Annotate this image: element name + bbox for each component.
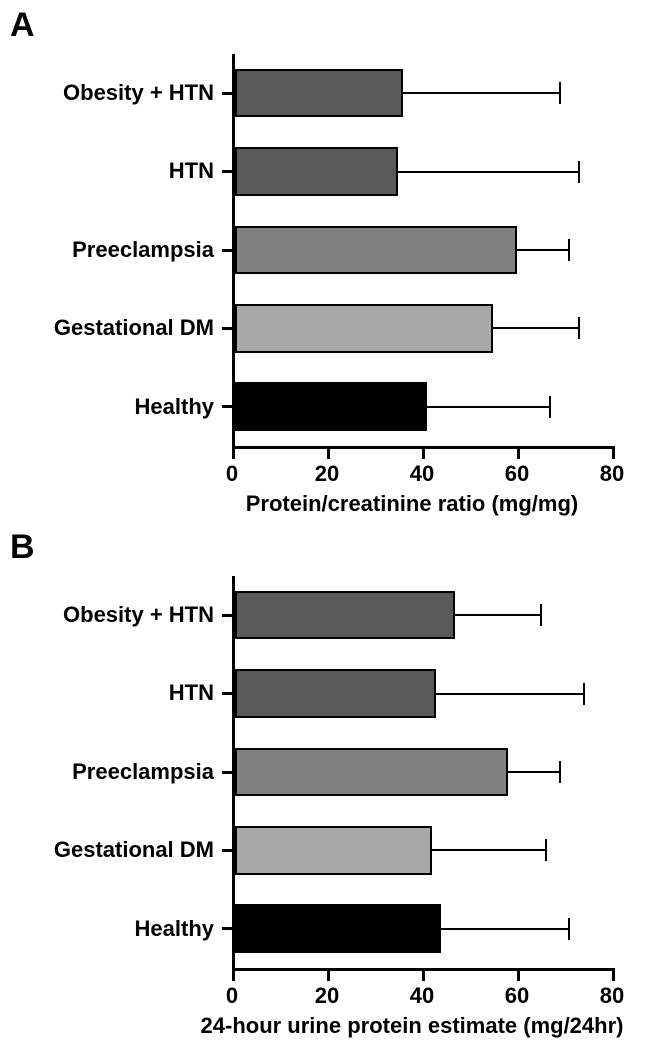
bar xyxy=(235,304,493,353)
x-tick-label: 60 xyxy=(487,983,547,1009)
x-axis-label: Protein/creatinine ratio (mg/mg) xyxy=(122,491,652,517)
bar xyxy=(235,147,398,196)
category-label: HTN xyxy=(0,158,214,184)
x-tick xyxy=(517,971,520,981)
x-tick xyxy=(422,971,425,981)
x-tick-label: 60 xyxy=(487,461,547,487)
x-tick xyxy=(232,971,235,981)
error-bar xyxy=(398,171,579,173)
panel-label-b: B xyxy=(10,528,35,567)
category-label: Preeclampsia xyxy=(0,237,214,263)
category-label: Gestational DM xyxy=(0,837,214,863)
x-tick-label: 80 xyxy=(582,461,642,487)
y-tick xyxy=(222,692,232,695)
y-tick xyxy=(222,614,232,617)
x-tick-label: 20 xyxy=(297,461,357,487)
error-cap xyxy=(549,396,551,418)
bar xyxy=(235,382,427,431)
error-bar xyxy=(403,92,560,94)
error-cap xyxy=(578,161,580,183)
error-bar xyxy=(441,928,569,930)
y-tick xyxy=(222,771,232,774)
error-bar xyxy=(455,614,541,616)
error-bar xyxy=(427,406,551,408)
error-cap xyxy=(568,239,570,261)
bar xyxy=(235,591,455,640)
category-label: Obesity + HTN xyxy=(0,602,214,628)
x-tick xyxy=(517,449,520,459)
error-bar xyxy=(508,771,560,773)
x-axis-label: 24-hour urine protein estimate (mg/24hr) xyxy=(122,1013,652,1039)
error-cap xyxy=(568,918,570,940)
error-cap xyxy=(540,604,542,626)
category-label: Healthy xyxy=(0,394,214,420)
bar xyxy=(235,826,432,875)
x-tick xyxy=(612,449,615,459)
y-tick xyxy=(222,849,232,852)
x-tick-label: 0 xyxy=(202,461,262,487)
error-cap xyxy=(545,839,547,861)
y-tick xyxy=(222,327,232,330)
bar xyxy=(235,669,436,718)
x-tick-label: 20 xyxy=(297,983,357,1009)
y-tick xyxy=(222,92,232,95)
x-tick xyxy=(422,449,425,459)
error-cap xyxy=(559,82,561,104)
error-bar xyxy=(432,849,546,851)
plot-a: 020406080 xyxy=(232,54,612,446)
x-tick xyxy=(327,449,330,459)
x-tick-label: 80 xyxy=(582,983,642,1009)
error-bar xyxy=(436,693,583,695)
bar xyxy=(235,226,517,275)
error-bar xyxy=(493,327,579,329)
error-cap xyxy=(559,761,561,783)
y-tick xyxy=(222,405,232,408)
panel-label-a: A xyxy=(10,6,35,45)
category-label: HTN xyxy=(0,680,214,706)
category-label: Obesity + HTN xyxy=(0,80,214,106)
category-label: Gestational DM xyxy=(0,315,214,341)
bar xyxy=(235,69,403,118)
error-bar xyxy=(517,249,569,251)
x-tick-label: 40 xyxy=(392,983,452,1009)
x-tick-label: 40 xyxy=(392,461,452,487)
bar xyxy=(235,904,441,953)
x-tick xyxy=(327,971,330,981)
x-tick xyxy=(232,449,235,459)
category-label: Healthy xyxy=(0,916,214,942)
y-tick xyxy=(222,927,232,930)
bar xyxy=(235,748,508,797)
plot-b: 020406080 xyxy=(232,576,612,968)
y-tick xyxy=(222,249,232,252)
error-cap xyxy=(583,683,585,705)
category-label: Preeclampsia xyxy=(0,759,214,785)
y-tick xyxy=(222,170,232,173)
error-cap xyxy=(578,317,580,339)
x-tick-label: 0 xyxy=(202,983,262,1009)
x-tick xyxy=(612,971,615,981)
